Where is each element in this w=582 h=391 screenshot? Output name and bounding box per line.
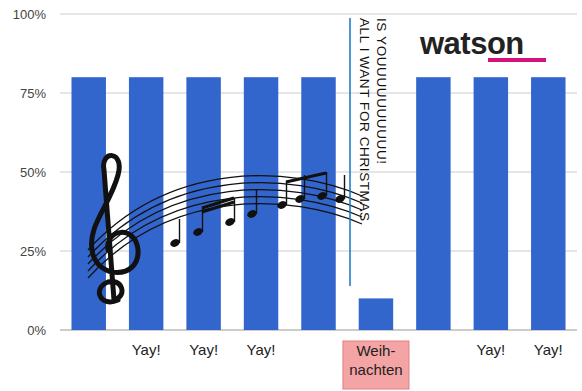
note-stem [179, 219, 180, 243]
watermark: watson [419, 26, 524, 61]
annotation: ALL I WANT FOR CHRISTMAS [357, 18, 372, 222]
y-tick-label: 0% [27, 323, 46, 338]
staff-line [88, 176, 362, 250]
x-tick-label: Yay! [534, 341, 563, 358]
annotation-line [349, 18, 351, 286]
x-tick-label-line: Yay! [189, 341, 218, 358]
x-tick-label: Yay! [132, 341, 161, 358]
y-tick-label: 25% [20, 244, 46, 259]
staff-line [88, 183, 362, 257]
x-tick-label: Weih-nachten [349, 342, 402, 378]
x-tick-label: Yay! [189, 341, 218, 358]
bars [71, 77, 565, 330]
x-tick-label-line: Weih- [356, 342, 395, 359]
bar [531, 77, 565, 330]
bar [416, 77, 450, 330]
clef [92, 156, 139, 302]
note-stem [286, 181, 287, 205]
x-tick-label-line: Yay! [534, 341, 563, 358]
x-tick-label: Yay! [476, 341, 505, 358]
music-decoration [88, 156, 362, 302]
annotation: IS YOUUUUUUUUUU! [374, 18, 389, 165]
y-tick-label: 75% [20, 86, 46, 101]
x-tick-label: Yay! [247, 341, 276, 358]
note-beam [202, 173, 326, 212]
x-tick-label-line: Yay! [476, 341, 505, 358]
note-stem [234, 198, 235, 222]
bar [359, 298, 393, 330]
grid-line [60, 14, 577, 15]
y-tick-label: 50% [20, 165, 46, 180]
note-stem [344, 175, 345, 199]
y-tick-label: 100% [13, 7, 47, 22]
x-tick-label-line: nachten [349, 361, 402, 378]
note-stem [256, 190, 257, 214]
bar [474, 77, 508, 330]
watermark-underline [488, 58, 546, 62]
x-tick-label-line: Yay! [247, 341, 276, 358]
x-tick-label-line: Yay! [132, 341, 161, 358]
chart: 0% 25% 50% 75% 100% ALL I WANT FOR CHRISTMASI… [0, 0, 582, 391]
category-highlight [343, 341, 409, 389]
note-stem [326, 172, 327, 196]
chart-root: 0% 25% 50% 75% 100% ALL I WANT FOR CHRISTMASI… [0, 0, 582, 391]
